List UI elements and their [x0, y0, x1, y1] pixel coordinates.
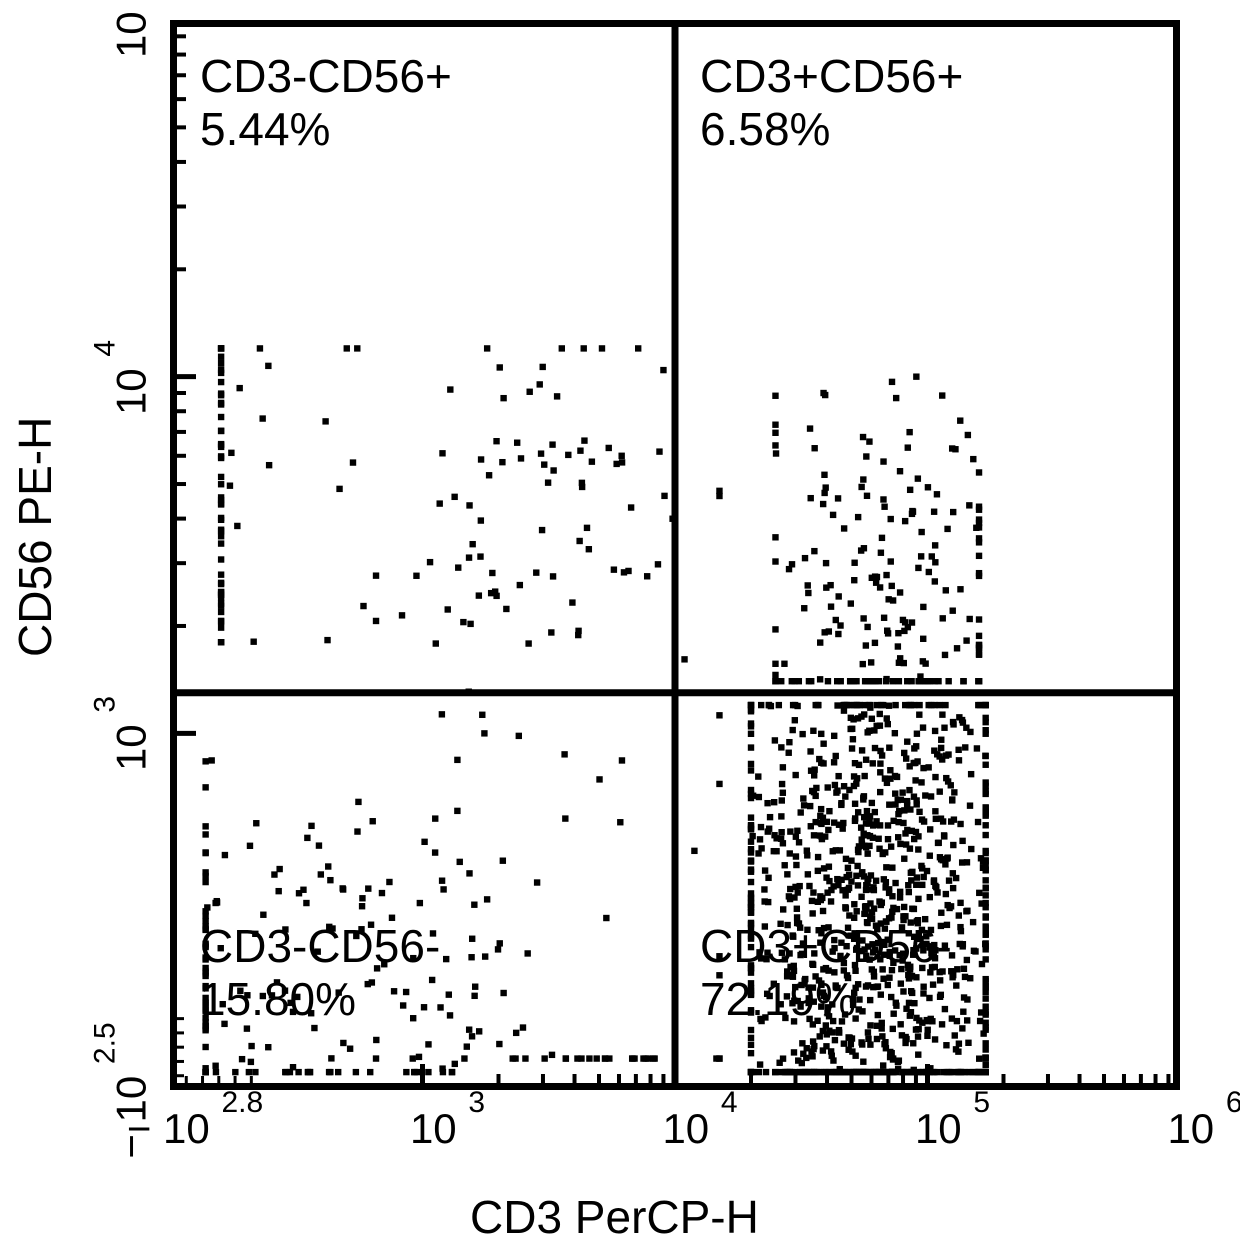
x-tick-label: 10 6: [1120, 1102, 1240, 1153]
quadrant-ll-title: CD3-CD56-: [200, 920, 440, 973]
y-tick-marks: [174, 20, 196, 1090]
quadrant-label-ul: CD3-CD56+ 5.44%: [200, 50, 452, 156]
quadrant-label-ll: CD3-CD56- 15.80%: [200, 920, 440, 1026]
quadrant-ur-title: CD3+CD56+: [700, 50, 963, 103]
quadrant-ul-title: CD3-CD56+: [200, 50, 452, 103]
x-tick-label: 10 5: [868, 1102, 1038, 1153]
y-tick-label: 10 3: [105, 644, 156, 824]
quadrant-ur-percent: 6.58%: [700, 103, 963, 156]
chart-container: CD56 PE-H CD3 PerCP-H CD3-CD56+ 5.44% CD…: [0, 0, 1240, 1245]
y-tick-label: − 10 2.5: [105, 1001, 156, 1181]
y-tick-label: 10 4: [105, 287, 156, 467]
quadrant-ul-percent: 5.44%: [200, 103, 452, 156]
quadrant-label-lr: CD3+CD56- 72.19%: [700, 920, 952, 1026]
x-tick-marks: [170, 1064, 1180, 1086]
quadrant-ll-percent: 15.80%: [200, 973, 440, 1026]
x-axis-title: CD3 PerCP-H: [470, 1190, 759, 1244]
y-axis-title: CD56 PE-H: [8, 457, 62, 657]
quadrant-label-ur: CD3+CD56+ 6.58%: [700, 50, 963, 156]
quadrant-lr-percent: 72.19%: [700, 973, 952, 1026]
x-tick-label: 10 3: [363, 1102, 533, 1153]
x-tick-label: 10 4: [615, 1102, 785, 1153]
y-tick-label: 10 5: [105, 0, 156, 111]
quadrant-lr-title: CD3+CD56-: [700, 920, 952, 973]
